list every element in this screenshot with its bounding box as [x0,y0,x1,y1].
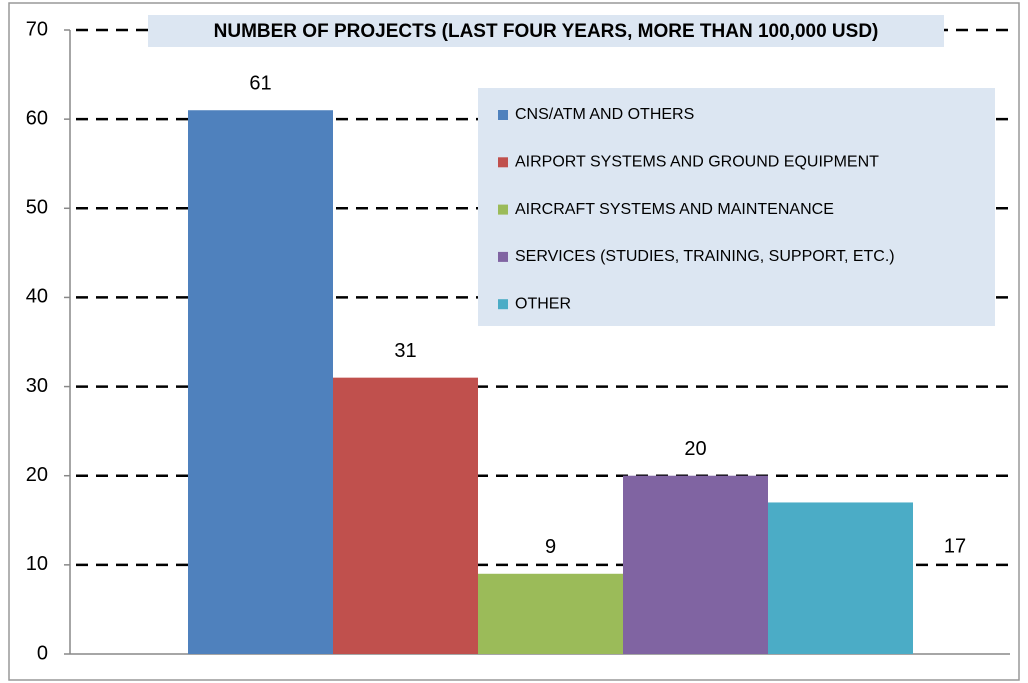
legend-label: AIRCRAFT SYSTEMS AND MAINTENANCE [515,201,834,218]
y-tick-label: 0 [37,642,48,664]
title-box [148,15,944,47]
legend-swatch [498,251,508,262]
legend-label: OTHER [515,295,571,312]
data-label: 17 [944,536,966,558]
legend-swatch [498,157,508,168]
bar [623,475,768,654]
chart-title: NUMBER OF PROJECTS (LAST FOUR YEARS, MOR… [214,21,879,42]
bar [768,502,913,654]
data-label: 61 [249,73,271,95]
legend-label: AIRPORT SYSTEMS AND GROUND EQUIPMENT [515,154,879,171]
bars [188,110,913,654]
data-label: 20 [684,438,706,460]
y-tick-label: 10 [26,553,48,575]
y-tick-label: 30 [26,375,48,397]
legend-swatch [498,299,508,310]
legend-label: SERVICES (STUDIES, TRAINING, SUPPORT, ET… [515,248,895,265]
legend-label: CNS/ATM AND OTHERS [515,106,694,123]
data-label: 31 [394,340,416,362]
bar [188,110,333,654]
legend-box [478,88,995,326]
data-label: 9 [545,536,556,558]
y-tick-label: 20 [26,464,48,486]
y-tick-label: 50 [26,197,48,219]
legend-swatch [498,110,508,120]
y-tick-label: 40 [26,286,48,308]
bar [478,573,623,654]
y-tick-label: 60 [26,107,48,129]
y-tick-label: 70 [26,18,48,40]
legend-swatch [498,204,508,215]
bar [333,377,478,654]
